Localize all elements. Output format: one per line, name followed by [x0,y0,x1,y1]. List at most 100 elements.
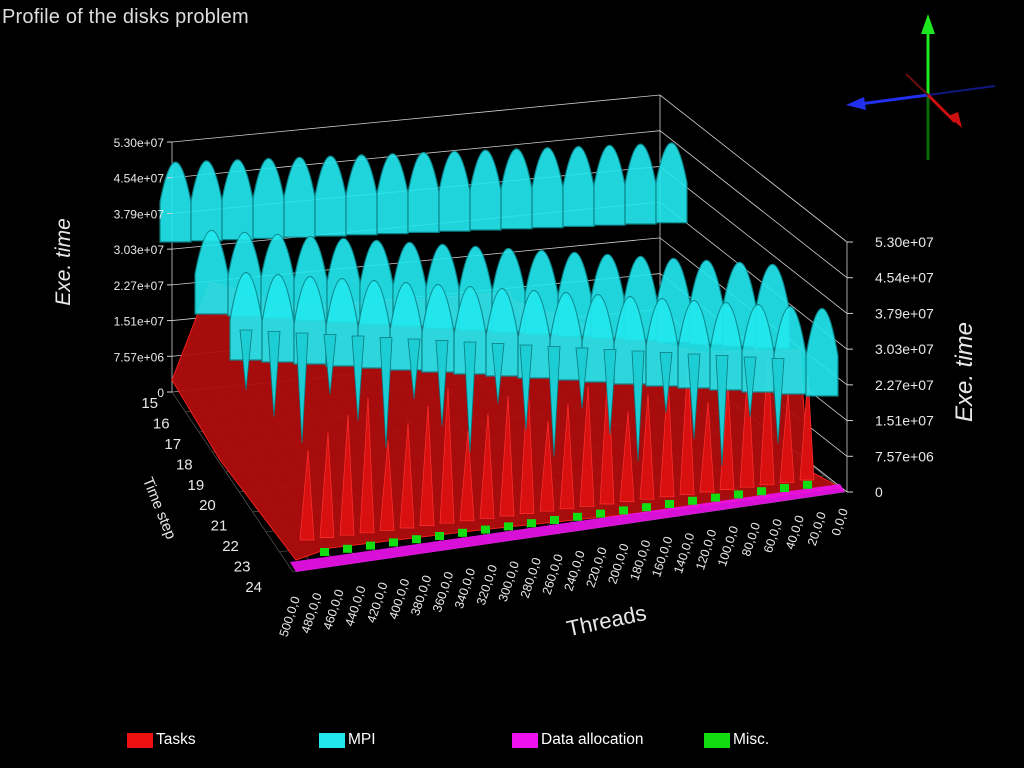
thread-tick: 80,0,0 [739,521,763,558]
surface-mpi-spike [547,346,561,457]
surface-misc-bar [803,480,812,489]
surface-misc-bar [734,490,743,499]
surface-misc-bar [320,548,329,556]
triad-z-arrow [948,112,962,128]
surface-misc-bar [711,493,720,502]
surface-tasks-ridge [719,384,735,490]
surface-mpi-spike [351,335,365,422]
triad-x-axis [859,93,929,106]
z-axis-label-right: Exe. time [951,322,978,422]
surface-mpi-ridge [194,229,229,315]
surface-tasks-ridge [539,421,555,512]
surface-mpi-spike [379,337,393,448]
z-tick-left: 3.03e+07 [114,243,165,257]
surface-tasks-ridge [499,395,515,517]
surface-tasks-ridge [559,403,575,510]
surface-mpi-ridge [805,307,839,397]
thread-tick: 100,0,0 [715,524,741,568]
thread-tick: 340,0,0 [452,566,478,610]
surface-tasks-ridge [799,374,815,481]
time-step-tick: 16 [153,415,170,432]
surface-tasks-ridge [679,359,695,495]
legend-label: Data allocation [541,731,644,748]
legend-swatch [319,732,345,748]
thread-tick: 220,0,0 [584,545,610,589]
surface-misc-bar [343,544,352,553]
surface-mpi-spike [491,343,505,404]
surface-misc-bar [688,496,697,505]
surface-misc-bar [619,506,628,515]
z-tick-left: 3.79e+07 [114,207,165,221]
legend-swatch [512,732,538,748]
surface-tasks-ridge [399,422,415,529]
surface-tasks-ridge [599,368,615,505]
surface-tasks-ridge [659,376,675,498]
orientation-triad-icon[interactable] [846,14,996,160]
surface-misc-bar [412,535,421,544]
thread-tick: 200,0,0 [605,542,631,586]
surface-mpi-ridge [252,158,285,239]
surface-tasks-ridge [359,397,375,534]
surface-mpi-spike [435,340,449,426]
triad-y-arrow [921,14,935,34]
surface-tasks-ridge [519,378,535,514]
surface-mpi-spike [603,349,617,435]
thread-tick: 0,0,0 [829,507,851,538]
surface-mpi-spike [771,358,785,444]
z-tick-right: 3.03e+07 [875,341,934,357]
z-tick-right: 5.30e+07 [875,234,934,250]
time-step-tick: 23 [234,559,251,576]
surface-tasks-ridge [759,349,775,486]
surface-mpi-spike [715,355,729,466]
surface-misc-bar [550,516,559,524]
surface-mpi-ridge [562,146,595,227]
surface-tasks-ridge [699,401,715,493]
surface-misc-bar [573,512,582,521]
surface-tasks-ridge [619,411,635,502]
time-step-tick: 22 [222,538,239,555]
thread-tick: 60,0,0 [761,517,785,554]
chart-title: Profile of the disks problem [2,6,249,28]
surface-tasks-ridge [459,430,475,522]
z-tick-right: 2.27e+07 [875,377,934,393]
surface-misc-bar [757,487,766,496]
surface-tasks-ridge [299,449,315,541]
z-tick-left: 1.51e+07 [114,315,165,329]
surface-mpi-ridge [531,147,564,229]
surface-tasks-ridge [639,394,655,500]
x-axis-label: Threads [564,600,648,641]
thread-tick: 420,0,0 [364,580,390,624]
grid-line-floor [171,391,294,573]
triad-x-back [927,85,996,96]
surface-mpi-spike [743,356,757,418]
thread-tick: 320,0,0 [474,563,500,607]
legend-item-tasks: Tasks [127,731,196,749]
surface-mpi-ridge [345,154,378,236]
legend-item-mpi: MPI [319,731,376,749]
surface-mpi-ridge [190,160,223,242]
z-tick-left: 5.30e+07 [114,136,165,150]
z-tick-right: 4.54e+07 [875,270,934,286]
time-step-tick: 21 [211,518,228,535]
surface-mpi-ridge [376,153,409,235]
surface-mpi-spike [239,329,253,391]
legend-swatch [704,732,730,748]
surface-mpi-spike [519,344,533,431]
surface-tasks-ridge [479,413,495,519]
surface-misc-bar [596,509,605,518]
surface-misc-bar [366,541,375,550]
thread-tick: 480,0,0 [299,591,325,635]
surface-mpi-spike [295,332,309,444]
surface-tasks-ridge [379,440,395,531]
thread-tick: 160,0,0 [649,535,675,579]
thread-tick: 360,0,0 [430,570,456,614]
thread-tick: 280,0,0 [518,556,544,600]
thread-tick: 20,0,0 [805,510,829,547]
thread-tick: 260,0,0 [540,552,566,596]
triad-z-back [905,73,929,96]
legend-label: Tasks [156,731,196,748]
z-tick-right: 3.79e+07 [875,305,934,321]
z-axis-label-left: Exe. time [52,218,75,306]
surface-tasks-ridge [419,405,435,526]
